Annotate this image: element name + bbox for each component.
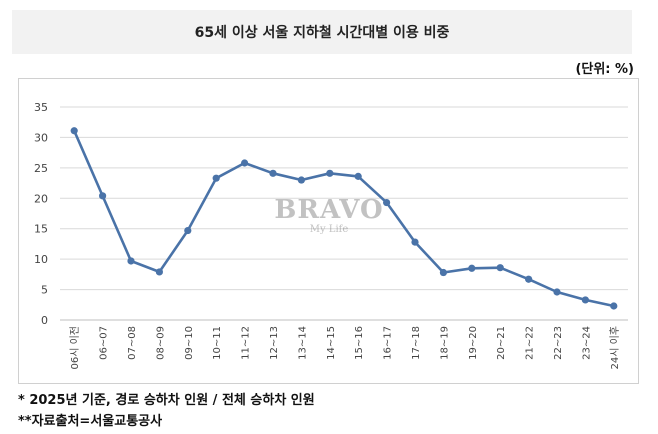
x-tick-label: 18~19 xyxy=(439,326,450,360)
x-tick-label: 10~11 xyxy=(212,326,223,360)
x-tick-label: 20~21 xyxy=(496,326,507,360)
x-tick-label: 14~15 xyxy=(326,326,337,360)
data-point xyxy=(581,296,590,304)
data-point xyxy=(496,264,504,272)
footnote-basis: * 2025년 기준, 경로 승하차 인원 / 전체 승하차 인원 xyxy=(18,393,315,408)
data-point xyxy=(468,264,476,272)
series-line xyxy=(73,130,615,308)
x-tick-label: 13~14 xyxy=(297,326,308,360)
x-tick-label: 15~16 xyxy=(354,326,365,360)
data-point xyxy=(553,288,561,296)
x-tick-label: 24시 이후 xyxy=(609,326,621,370)
bravo-watermark-logo: BRAVO My Life xyxy=(266,196,392,240)
watermark-main: BRAVO xyxy=(274,195,384,225)
data-point xyxy=(411,238,419,246)
x-tick-label: 09~10 xyxy=(184,326,195,360)
data-point xyxy=(70,127,78,135)
y-tick-label: 35 xyxy=(34,101,48,114)
y-tick-label: 0 xyxy=(41,314,48,327)
y-tick-label: 5 xyxy=(41,284,48,297)
data-point xyxy=(326,169,334,177)
x-tick-label: 07~08 xyxy=(127,326,138,360)
data-point xyxy=(297,176,305,184)
line-chart: 0 5 10 15 20 25 30 35 06시 이전 06~07 07~08 08~09 09~10… xyxy=(34,101,628,370)
data-point xyxy=(610,302,618,310)
x-tick-label: 21~22 xyxy=(525,326,536,360)
data-point xyxy=(127,257,135,265)
data-point xyxy=(212,174,220,182)
x-tick-label: 12~13 xyxy=(269,326,280,360)
x-tick-label: 23~24 xyxy=(581,326,592,360)
data-point xyxy=(184,226,192,235)
data-point xyxy=(155,268,163,276)
data-point xyxy=(383,198,391,207)
data-point xyxy=(525,275,533,283)
x-tick-label: 16~17 xyxy=(383,326,394,360)
x-tick-label: 19~20 xyxy=(468,326,479,360)
x-tick-label: 06~07 xyxy=(99,326,110,360)
y-tick-label: 25 xyxy=(34,162,48,175)
watermark-sub: My Life xyxy=(309,224,349,235)
data-point xyxy=(269,169,277,177)
x-tick-label: 11~12 xyxy=(241,326,252,360)
y-tick-label: 20 xyxy=(34,192,48,205)
x-tick-label: 08~09 xyxy=(155,326,166,360)
chart-title: 65세 이상 서울 지하철 시간대별 이용 비중 xyxy=(194,25,450,41)
y-tick-label: 30 xyxy=(34,131,48,144)
chart-title-box: 65세 이상 서울 지하철 시간대별 이용 비중 xyxy=(12,10,632,54)
footnote-source: **자료출처=서울교통공사 xyxy=(18,414,163,429)
unit-label: (단위: %) xyxy=(575,62,634,77)
data-point xyxy=(241,159,249,167)
data-point xyxy=(99,192,107,200)
data-point xyxy=(439,268,447,277)
x-tick-label: 17~18 xyxy=(411,326,422,360)
chart-frame xyxy=(18,78,639,384)
y-tick-label: 10 xyxy=(34,253,48,266)
y-tick-label: 15 xyxy=(34,223,48,236)
x-tick-label: 06시 이전 xyxy=(69,326,81,370)
x-tick-label: 22~23 xyxy=(553,326,564,360)
data-point xyxy=(354,172,362,180)
footnotes: * 2025년 기준, 경로 승하차 인원 / 전체 승하차 인원 **자료출처… xyxy=(18,390,315,432)
